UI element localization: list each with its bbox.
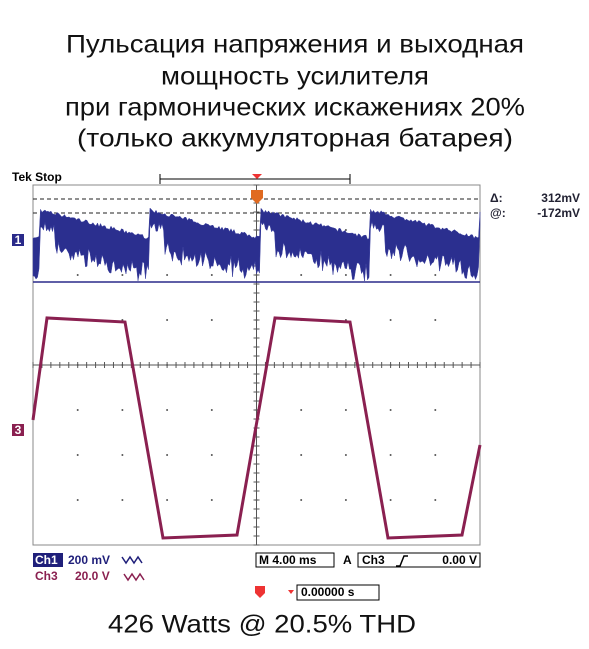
- grid-dot: [389, 409, 392, 411]
- title-line: (только аккумуляторная батарея): [77, 125, 513, 153]
- trigger-level: 0.00 V: [442, 553, 477, 567]
- grid-dot: [76, 499, 79, 501]
- position-box: [296, 584, 380, 601]
- grid-dot: [344, 274, 347, 276]
- grid-dot: [210, 274, 213, 276]
- grid-dot: [300, 454, 303, 456]
- grid-dot: [210, 319, 213, 321]
- grid-dot: [121, 499, 124, 501]
- status: Tek Stop: [12, 170, 62, 184]
- cursor-label: @:: [490, 206, 506, 220]
- grid-dot: [344, 454, 347, 456]
- grid-dot: [210, 409, 213, 411]
- grid-dot: [300, 499, 303, 501]
- waveforms: [31, 207, 482, 540]
- grid-dot: [76, 409, 79, 411]
- grid-dot: [434, 409, 437, 411]
- position-marker: [252, 174, 262, 179]
- coupling-icon: [121, 555, 143, 565]
- ch1-marker-label: 1: [15, 233, 22, 247]
- grid-dot: [300, 274, 303, 276]
- grid-dot: [434, 499, 437, 501]
- timebase-box: [255, 552, 335, 568]
- grid-dot: [434, 454, 437, 456]
- position-icon: [255, 586, 265, 598]
- grid-dot: [210, 499, 213, 501]
- grid-dot: [166, 454, 169, 456]
- ch1-name: Ch1: [35, 553, 58, 567]
- trigger-source: Ch3: [362, 553, 385, 567]
- ch3-trace: [31, 316, 482, 540]
- slope-icon: [396, 555, 408, 567]
- cursor-label: Δ:: [490, 191, 503, 205]
- ch1-box: [33, 553, 63, 567]
- title-line: Пульсация напряжения и выходная: [66, 31, 524, 59]
- grid-dot: [389, 319, 392, 321]
- grid-dot: [344, 229, 347, 231]
- timebase: M 4.00 ms: [259, 553, 317, 567]
- title-line: при гармонических искажениях 20%: [65, 94, 525, 122]
- grid-dot: [121, 454, 124, 456]
- ch1-scale: 200 mV: [68, 553, 110, 567]
- ch1-marker: [12, 234, 24, 246]
- trigger-box: [357, 552, 481, 568]
- ch3-marker-label: 3: [15, 423, 22, 437]
- grid-dot: [166, 319, 169, 321]
- grid-dot: [389, 274, 392, 276]
- grid-dot: [166, 274, 169, 276]
- ch3-marker: [12, 424, 24, 436]
- coupling-icon: [123, 572, 145, 582]
- cursor-value: 312mV: [541, 191, 580, 205]
- position: 0.00000 s: [301, 585, 355, 599]
- cursor-value: -172mV: [537, 206, 580, 220]
- grid-dot: [434, 319, 437, 321]
- ch3-name: Ch3: [35, 569, 58, 583]
- footer: 426 Watts @ 20.5% THD: [108, 611, 416, 639]
- grid-dot: [76, 454, 79, 456]
- grid-dot: [121, 409, 124, 411]
- grid-dot: [166, 499, 169, 501]
- position-arrow: [288, 590, 294, 594]
- grid-dot: [121, 274, 124, 276]
- status-bar: Ch1 200 mV Ch3 20.0 V M 4.00 ms A Ch3 0.…: [33, 552, 481, 601]
- grid-dot: [76, 274, 79, 276]
- trigger-marker: [251, 190, 263, 204]
- grid-dot: [210, 454, 213, 456]
- grid-dot: [166, 409, 169, 411]
- grid-dot: [344, 499, 347, 501]
- ch3-scale: 20.0 V: [75, 569, 110, 583]
- ch1-trace: [32, 207, 481, 282]
- title-line: мощность усилителя: [161, 63, 429, 91]
- grid-dot: [389, 454, 392, 456]
- grid-dot: [434, 274, 437, 276]
- grid-dot: [344, 409, 347, 411]
- grid-dot: [389, 499, 392, 501]
- title: Пульсация напряжения и выходная мощность…: [65, 31, 525, 153]
- grid-dot: [300, 409, 303, 411]
- trigger-mode: A: [343, 553, 352, 567]
